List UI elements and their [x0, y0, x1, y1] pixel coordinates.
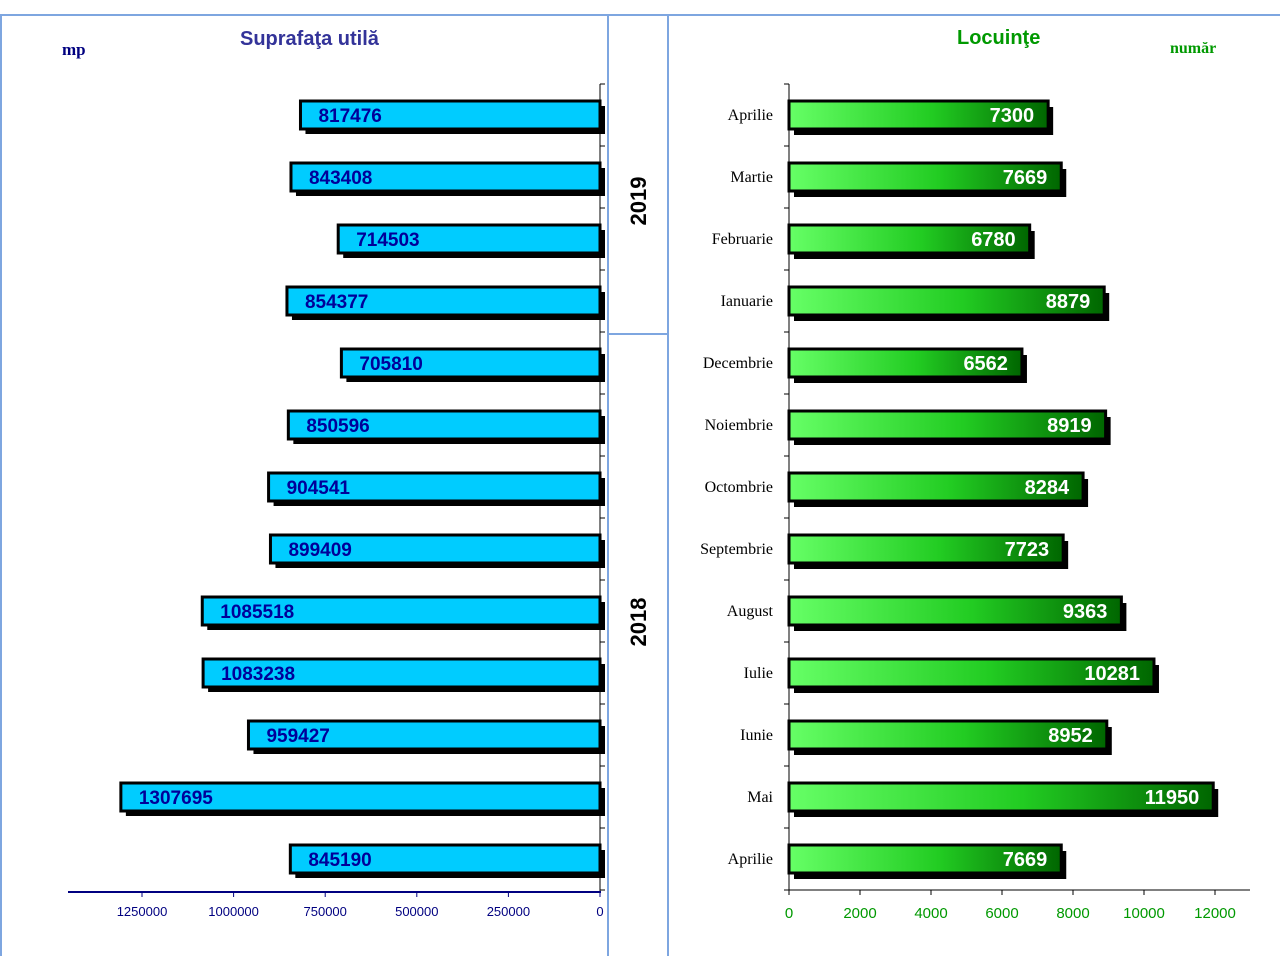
right-bar-label: 6780 [971, 229, 1016, 251]
right-bar [787, 99, 1050, 131]
right-bar-label: 8952 [1048, 725, 1093, 747]
right-category-label: Decembrie [703, 355, 773, 372]
left-bar-label: 714503 [356, 230, 419, 251]
left-tick-label: 0 [596, 904, 603, 919]
right-category-label: Ianuarie [721, 293, 773, 310]
right-category-label: Aprilie [728, 851, 773, 868]
right-bar-label: 7669 [1003, 849, 1048, 871]
left-bar-chart: 1250000 1000000 750000 500000 250000 0 817476 8… [68, 83, 606, 919]
left-bar-label: 817476 [318, 106, 381, 127]
right-category-label: Iulie [744, 665, 773, 682]
left-tick-label: 500000 [395, 904, 438, 919]
right-bar [787, 657, 1156, 689]
left-tick-label: 750000 [304, 904, 347, 919]
left-border [0, 14, 2, 956]
right-bar-label: 7669 [1003, 167, 1048, 189]
left-bar [268, 533, 602, 565]
left-bar [267, 471, 602, 503]
top-border [0, 14, 1280, 16]
right-category-label: August [727, 603, 774, 620]
right-bar [787, 843, 1063, 875]
left-bar [288, 843, 602, 875]
right-unit-label: număr [1170, 40, 1217, 57]
right-tick-label: 4000 [914, 905, 947, 922]
right-chart-title: Locuinţe [957, 27, 1041, 49]
left-bar-label: 959427 [266, 726, 329, 747]
left-bar [286, 409, 602, 441]
left-bar-label: 705810 [359, 354, 422, 375]
right-category-label: Mai [747, 789, 773, 806]
left-bar [336, 223, 602, 255]
left-bar-label: 904541 [287, 478, 351, 499]
left-bar [201, 657, 602, 689]
right-bar [787, 595, 1123, 627]
right-bar [787, 781, 1215, 813]
divider-left [607, 14, 609, 956]
right-bar-label: 11950 [1145, 787, 1200, 809]
left-bar-label: 1307695 [139, 788, 213, 809]
left-bar [200, 595, 602, 627]
right-tick-label: 12000 [1194, 905, 1236, 922]
right-bar [787, 285, 1106, 317]
left-bar-label: 850596 [306, 416, 369, 437]
right-bar [787, 471, 1085, 503]
right-category-label: Noiembrie [705, 417, 773, 434]
right-tick-label: 2000 [843, 905, 876, 922]
left-bar-label: 843408 [309, 168, 372, 189]
left-bar-label: 899409 [288, 540, 351, 561]
left-bar-label: 1083238 [221, 664, 295, 685]
right-tick-label: 8000 [1056, 905, 1089, 922]
right-category-label: Iunie [740, 727, 773, 744]
right-category-label: Februarie [712, 231, 773, 248]
right-bar [787, 533, 1065, 565]
year-divider [607, 333, 669, 335]
right-tick-label: 10000 [1123, 905, 1165, 922]
left-bar [119, 781, 602, 813]
right-tick-label: 6000 [985, 905, 1018, 922]
left-unit-label: mp [62, 40, 86, 59]
right-bar [787, 223, 1032, 255]
right-bar-label: 8284 [1025, 477, 1070, 499]
divider-right [667, 14, 669, 956]
right-bar-chart: 0 2000 4000 6000 8000 10000 12000 Aprilie 7300 Ma… [700, 83, 1250, 922]
right-bar-label: 7300 [990, 105, 1035, 127]
right-category-label: Septembrie [700, 541, 773, 558]
left-tick-label: 1250000 [117, 904, 168, 919]
left-tick-label: 250000 [487, 904, 530, 919]
right-bar-label: 9363 [1063, 601, 1108, 623]
left-bar [285, 285, 602, 317]
right-bar [787, 347, 1024, 379]
left-bar [339, 347, 602, 379]
left-chart-title: Suprafaţa utilă [240, 28, 379, 50]
left-bar [246, 719, 602, 751]
right-bar-label: 7723 [1005, 539, 1050, 561]
left-tick-label: 1000000 [208, 904, 259, 919]
left-bar-label: 854377 [305, 292, 368, 313]
right-tick-label: 0 [785, 905, 793, 922]
right-category-label: Aprilie [728, 107, 773, 124]
right-category-label: Martie [730, 169, 773, 186]
left-bar-label: 1085518 [220, 602, 294, 623]
right-bar [787, 161, 1063, 193]
left-bar [298, 99, 602, 131]
right-bar-label: 8879 [1046, 291, 1091, 313]
right-category-label: Octombrie [705, 479, 773, 496]
left-bar [289, 161, 602, 193]
right-bar [787, 409, 1108, 441]
right-bar-label: 10281 [1084, 663, 1140, 685]
right-bar [787, 719, 1109, 751]
right-bar-label: 6562 [963, 353, 1008, 375]
right-bar-label: 8919 [1047, 415, 1092, 437]
left-bar-label: 845190 [308, 850, 371, 871]
